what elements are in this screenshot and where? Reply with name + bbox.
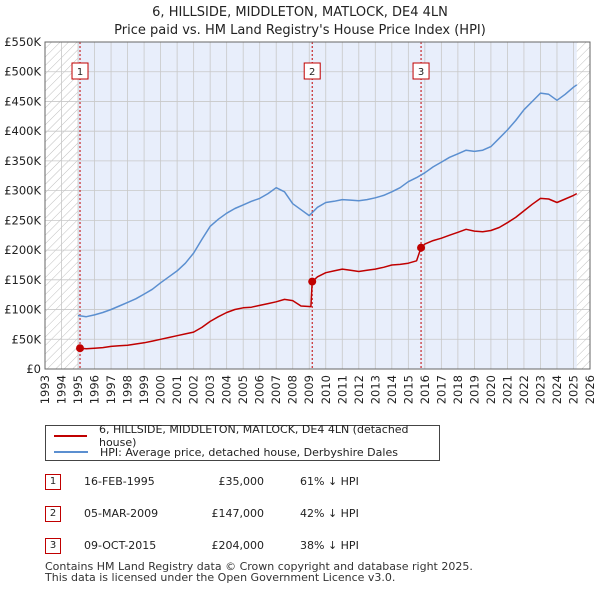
sale-number-box (303, 62, 321, 80)
x-tick-label: 2006 (253, 375, 267, 404)
transaction-date: 16-FEB-1995 (84, 475, 155, 488)
x-tick-label: 1994 (55, 375, 69, 404)
transaction-date: 05-MAR-2009 (84, 507, 159, 520)
x-tick-label: 2022 (517, 375, 531, 404)
x-tick-label: 2014 (385, 375, 399, 404)
x-tick-label: 2002 (187, 375, 201, 404)
price-chart: £0 £50K £100K £150K £200K £250K £300K £350K £400… (4, 35, 597, 404)
legend-label-price-paid: 6, HILLSIDE, MIDDLETON, MATLOCK, DE4 4LN… (98, 423, 409, 449)
legend-item-price-paid: 6, HILLSIDE, MIDDLETON, MATLOCK, DE4 4LN… (54, 423, 439, 449)
x-tick-label: 2017 (434, 375, 448, 404)
sale-point (417, 243, 426, 252)
x-tick-label: 2005 (236, 375, 250, 404)
y-tick-label: £500K (4, 65, 41, 79)
transaction-hpi-diff: 42% ↓ HPI (300, 507, 359, 520)
x-tick-label: 2026 (583, 375, 597, 404)
x-tick-label: 2016 (418, 375, 432, 404)
x-tick-label: 1993 (38, 375, 52, 404)
y-tick-label: £400K (4, 124, 41, 138)
y-tick-label: £250K (4, 213, 41, 227)
x-tick-label: 1999 (137, 375, 151, 404)
x-tick-label: 1998 (121, 375, 135, 404)
x-tick-label: 2020 (484, 375, 498, 404)
x-tick-label: 1997 (104, 375, 118, 404)
x-tick-label: 1995 (71, 375, 85, 404)
plot-frame (44, 41, 591, 370)
transaction-date: 09-OCT-2015 (84, 539, 157, 552)
x-tick-label: 2015 (401, 375, 415, 404)
x-tick-label: 2012 (352, 375, 366, 404)
hpi-line (77, 84, 578, 318)
legend-swatch-hpi (54, 451, 88, 453)
y-tick-label: £200K (4, 243, 41, 257)
footer-licence: This data is licensed under the Open Gov… (45, 571, 396, 584)
x-tick-label: 2007 (269, 375, 283, 404)
x-tick-label: 2023 (533, 375, 547, 404)
sale-point (76, 344, 85, 353)
transaction-price: £35,000 (218, 475, 265, 488)
x-tick-label: 2003 (203, 375, 217, 404)
y-tick-label: £100K (4, 303, 41, 317)
y-tick-label: £350K (4, 154, 41, 168)
ownership-shaded-region (78, 42, 577, 369)
x-tick-label: 2019 (467, 375, 481, 404)
x-tick-label: 2021 (500, 375, 514, 404)
transaction-row: 3 09-OCT-2015 £204,000 38% ↓ HPI (45, 538, 445, 554)
transaction-row: 1 16-FEB-1995 £35,000 61% ↓ HPI (45, 474, 445, 490)
sale-number-label: 3 (418, 67, 424, 78)
footer-copyright: Contains HM Land Registry data © Crown c… (45, 560, 473, 573)
x-tick-label: 2008 (286, 375, 300, 404)
sale-number-label: 1 (77, 67, 83, 78)
x-tick-label: 1996 (88, 375, 102, 404)
x-tick-label: 2004 (220, 375, 234, 404)
legend-item-hpi: HPI: Average price, detached house, Derb… (54, 445, 398, 459)
x-tick-label: 2010 (319, 375, 333, 404)
x-tick-label: 2024 (550, 375, 564, 404)
transaction-hpi-diff: 38% ↓ HPI (300, 539, 359, 552)
x-tick-label: 2011 (335, 375, 349, 404)
chart-title-address: 6, HILLSIDE, MIDDLETON, MATLOCK, DE4 4LN (152, 5, 448, 20)
sale-number-box (71, 62, 89, 80)
transaction-price: £147,000 (211, 507, 265, 520)
x-tick-label: 2025 (566, 375, 580, 404)
transaction-row: 2 05-MAR-2009 £147,000 42% ↓ HPI (45, 506, 445, 522)
footer-attribution: Contains HM Land Registry data © Crown c… (45, 561, 473, 583)
y-tick-label: £550K (4, 35, 41, 49)
chart-subtitle: Price paid vs. HM Land Registry's House … (114, 23, 486, 38)
x-tick-label: 2001 (170, 375, 184, 404)
price-paid-line (79, 192, 578, 350)
x-tick-label: 2000 (154, 375, 168, 404)
transaction-number: 3 (45, 538, 61, 554)
y-tick-label: £150K (4, 273, 41, 287)
y-tick-label: £0 (26, 362, 41, 376)
transaction-price: £204,000 (211, 539, 265, 552)
transaction-hpi-diff: 61% ↓ HPI (300, 475, 359, 488)
x-tick-label: 2018 (451, 375, 465, 404)
sale-point (308, 277, 317, 286)
transaction-number: 1 (45, 474, 61, 490)
sale-number-label: 2 (309, 67, 315, 78)
legend-label-hpi: HPI: Average price, detached house, Derb… (100, 445, 398, 459)
y-tick-label: £450K (4, 94, 41, 108)
y-tick-label: £50K (12, 332, 42, 346)
transaction-number: 2 (45, 506, 61, 522)
legend-swatch-price-paid (54, 435, 87, 437)
hatched-region (576, 42, 590, 369)
sale-number-box (412, 62, 430, 80)
y-tick-label: £300K (4, 184, 41, 198)
x-tick-label: 2013 (368, 375, 382, 404)
legend: 6, HILLSIDE, MIDDLETON, MATLOCK, DE4 4LN… (45, 423, 440, 461)
x-tick-label: 2009 (302, 375, 316, 404)
